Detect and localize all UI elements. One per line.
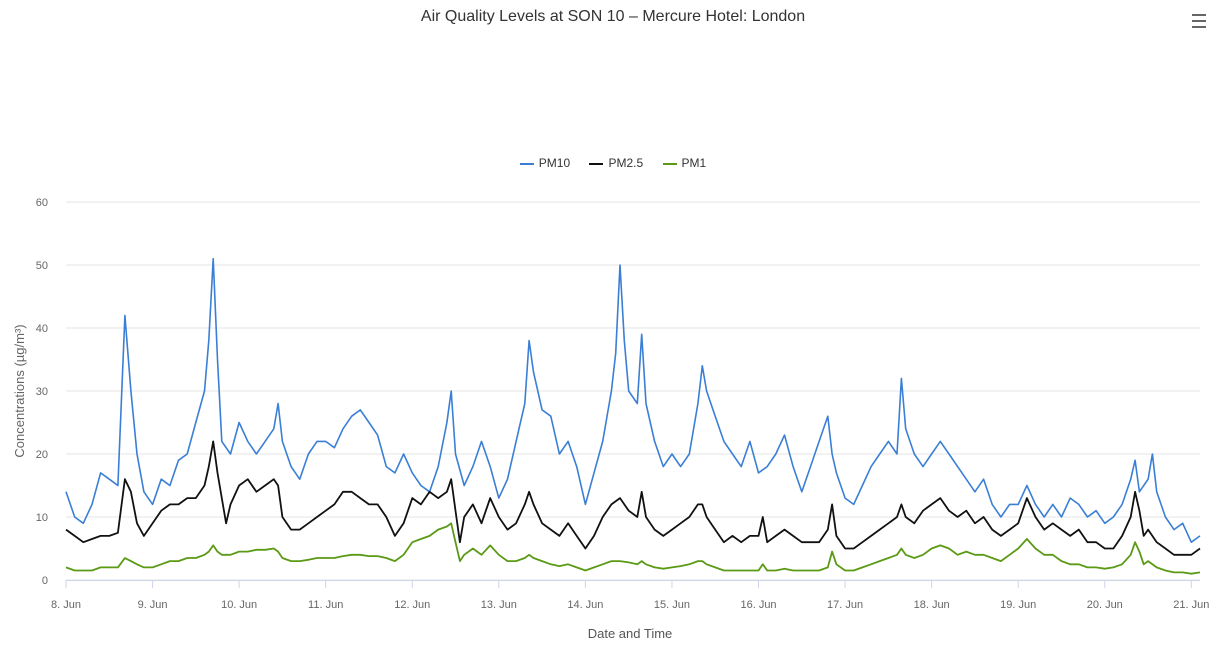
- x-tick-label: 10. Jun: [221, 599, 257, 611]
- x-tick-label: 16. Jun: [740, 599, 776, 611]
- chart-title: Air Quality Levels at SON 10 – Mercure H…: [420, 8, 806, 25]
- legend-label-pm10: PM10: [538, 156, 571, 170]
- x-axis-title: Date and Time: [588, 626, 673, 641]
- legend-swatch-pm1: [662, 162, 677, 165]
- x-tick-label: 12. Jun: [394, 599, 430, 611]
- legend-label-pm25: PM2.5: [608, 156, 644, 170]
- x-tick-label: 18. Jun: [914, 599, 950, 611]
- x-tick-label: 9. Jun: [138, 599, 168, 611]
- x-tick-label: 11. Jun: [308, 599, 343, 611]
- hamburger-menu-icon[interactable]: [1192, 14, 1206, 30]
- x-tick-label: 8. Jun: [51, 599, 81, 611]
- y-tick-label: 60: [36, 197, 48, 209]
- legend-item-pm10[interactable]: PM10: [519, 156, 571, 170]
- x-tick-label: 15. Jun: [654, 599, 690, 611]
- series-line-pm1: [65, 522, 1201, 575]
- x-tick-label: 17. Jun: [827, 599, 863, 611]
- legend-item-pm1[interactable]: PM1: [662, 156, 707, 170]
- chart-legend: PM10 PM2.5 PM1: [0, 156, 1226, 170]
- legend-swatch-pm25: [589, 162, 604, 165]
- y-tick-label: 0: [42, 575, 48, 587]
- y-tick-label: 10: [36, 512, 48, 524]
- y-tick-label: 40: [36, 323, 48, 335]
- series-line-pm10: [65, 257, 1201, 543]
- y-tick-label: 20: [36, 449, 48, 461]
- x-tick-label: 20. Jun: [1087, 599, 1123, 611]
- x-tick-label: 19. Jun: [1000, 599, 1036, 611]
- legend-label-pm1: PM1: [681, 156, 707, 170]
- x-tick-label: 13. Jun: [481, 599, 517, 611]
- y-tick-label: 50: [36, 260, 48, 272]
- legend-swatch-pm10: [519, 162, 534, 165]
- y-tick-label: 30: [36, 386, 48, 398]
- x-tick-label: 14. Jun: [567, 599, 603, 611]
- y-axis-title: Concentrations (µg/m³): [12, 324, 27, 457]
- series-line-pm25: [65, 440, 1201, 556]
- x-tick-label: 21. Jun: [1173, 599, 1209, 611]
- legend-item-pm25[interactable]: PM2.5: [589, 156, 643, 170]
